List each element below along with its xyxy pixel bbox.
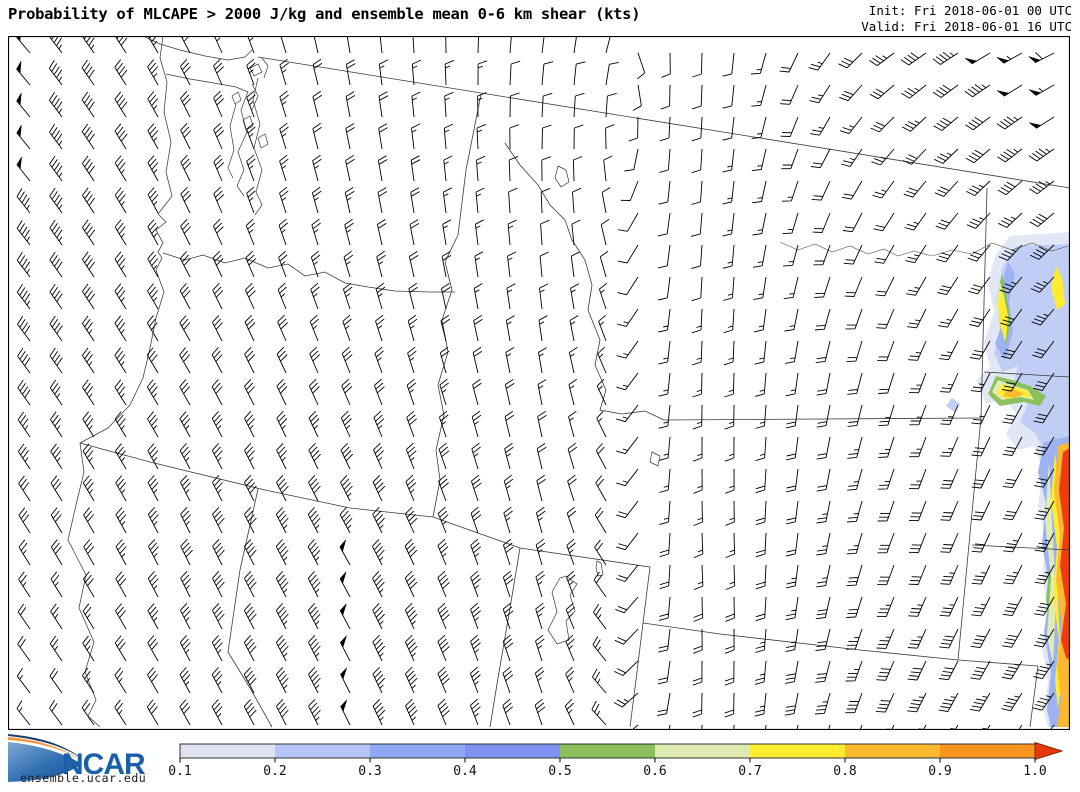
colorbar-tick-label: 0.4: [453, 764, 477, 779]
colorbar-tick-label: 0.9: [928, 764, 951, 779]
colorbar-tick-label: 0.8: [833, 764, 856, 779]
probability-colorbar: 0.1 0.2 0.3 0.4 0.5 0.6 0.7 0.8 0.9 1.0: [168, 741, 1064, 779]
colorbar: 0.1 0.2 0.3 0.4 0.5 0.6 0.7 0.8 0.9 1.0: [168, 741, 1064, 779]
colorbar-tick-label: 1.0: [1023, 764, 1046, 779]
run-timestamps: Init: Fri 2018-06-01 00 UTC Valid: Fri 2…: [861, 3, 1072, 35]
colorbar-tick-label: 0.2: [263, 764, 286, 779]
branding-url: ensemble.ucar.edu: [20, 771, 147, 785]
colorbar-tick-label: 0.1: [168, 764, 191, 779]
probability-shading: [946, 232, 1070, 727]
colorbar-tick-label: 0.6: [643, 764, 666, 779]
ncar-wordmark: NCAR: [62, 748, 146, 781]
colorbar-arrow-icon: [1034, 741, 1064, 761]
colorbar-tick-label: 0.7: [738, 764, 761, 779]
colorbar-tick-label: 0.5: [548, 764, 571, 779]
colorbar-tick-label: 0.3: [358, 764, 381, 779]
valid-time: Valid: Fri 2018-06-01 16 UTC: [861, 19, 1072, 34]
ncar-swoosh-navy-icon: [8, 734, 84, 760]
init-time: Init: Fri 2018-06-01 00 UTC: [868, 3, 1072, 18]
ncar-swoosh-main-icon: [8, 742, 82, 782]
geography-borders: [67, 36, 1070, 728]
map-frame: [8, 36, 1070, 730]
chart-title: Probability of MLCAPE > 2000 J/kg and en…: [8, 5, 641, 23]
wind-barbs: [16, 36, 1055, 730]
ncar-logo: NCAR: [8, 734, 147, 782]
ncar-swoosh-orange-icon: [8, 737, 84, 762]
forecast-map: [8, 36, 1070, 730]
